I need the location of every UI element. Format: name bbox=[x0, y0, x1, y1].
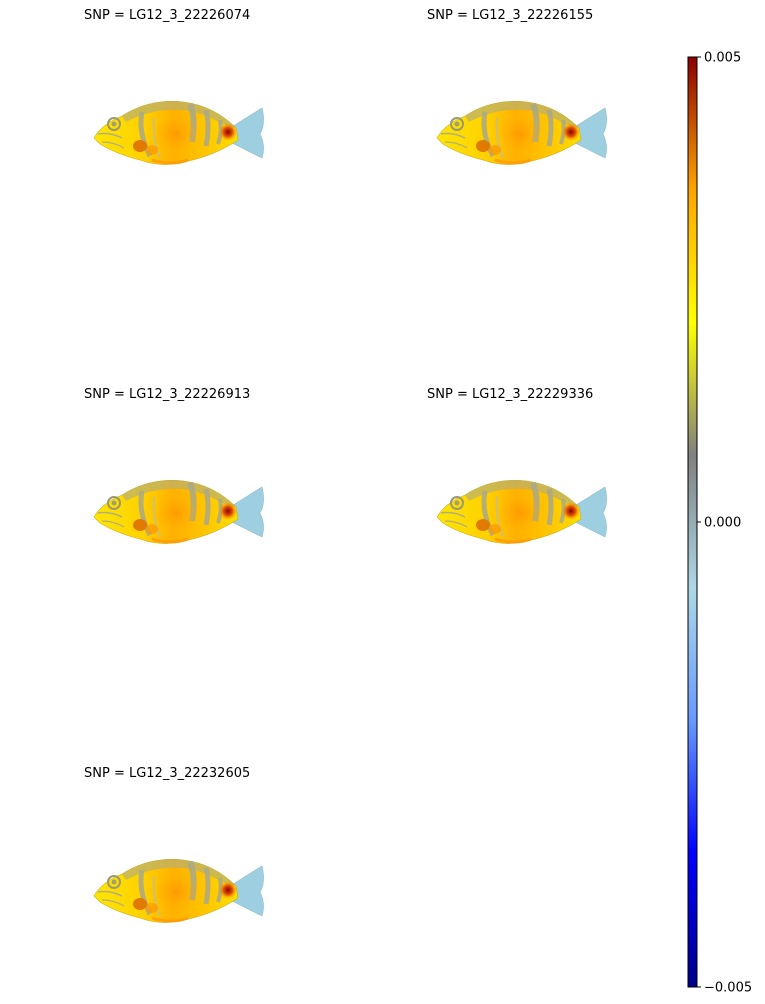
panel-title: SNP = LG12_3_22226155 bbox=[427, 8, 594, 23]
fish-heatmap-image bbox=[435, 477, 613, 549]
colorbar-ticks: 0.005 0.000 −0.005 bbox=[697, 51, 752, 996]
fish-heatmap-image bbox=[92, 856, 270, 928]
colorbar-tick-label: 0.000 bbox=[704, 516, 741, 531]
fish-heatmap-image bbox=[92, 477, 270, 549]
fish-panel: SNP = LG12_3_22226155 bbox=[427, 8, 757, 208]
fish-panel: SNP = LG12_3_22232605 bbox=[84, 766, 414, 966]
fish-panel: SNP = LG12_3_22226074 bbox=[84, 8, 414, 208]
panel-title: SNP = LG12_3_22229336 bbox=[427, 387, 594, 402]
fish-panel: SNP = LG12_3_22226913 bbox=[84, 387, 414, 587]
colorbar-gradient bbox=[687, 56, 698, 988]
colorbar-tick-label: −0.005 bbox=[704, 981, 752, 996]
panel-title: SNP = LG12_3_22232605 bbox=[84, 766, 251, 781]
panel-title: SNP = LG12_3_22226913 bbox=[84, 387, 251, 402]
fish-panel: SNP = LG12_3_22229336 bbox=[427, 387, 757, 587]
fish-heatmap-image bbox=[435, 98, 613, 170]
panel-title: SNP = LG12_3_22226074 bbox=[84, 8, 251, 23]
colorbar-tick-label: 0.005 bbox=[704, 51, 741, 66]
fish-heatmap-image bbox=[92, 98, 270, 170]
colorbar: 0.005 0.000 −0.005 bbox=[687, 51, 752, 996]
